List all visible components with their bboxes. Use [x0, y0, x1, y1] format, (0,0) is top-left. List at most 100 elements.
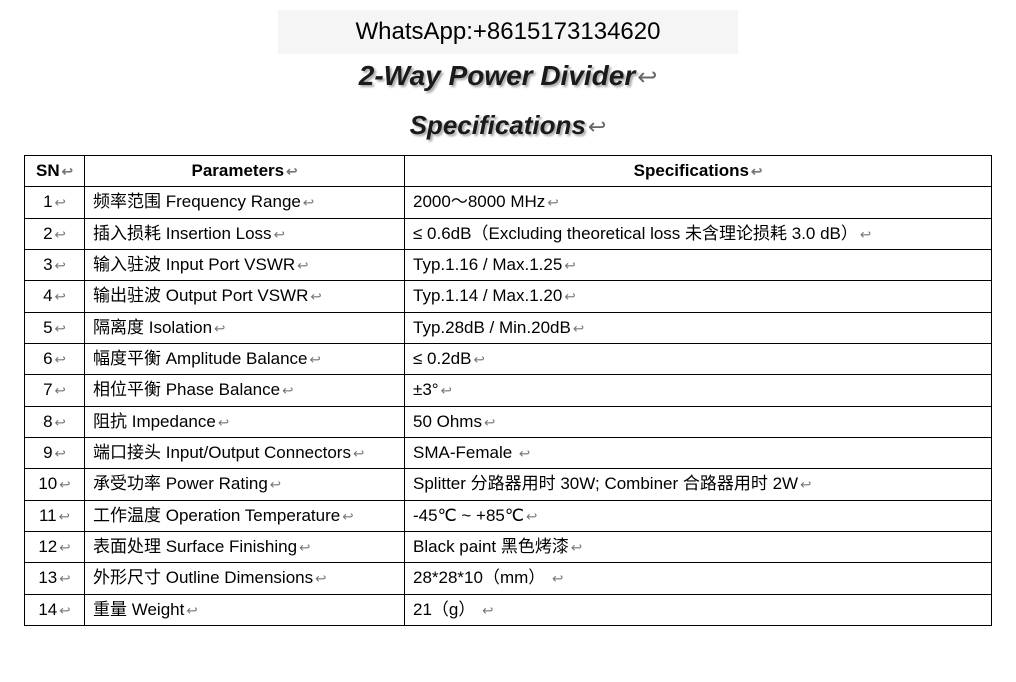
table-row: 9↩端口接头 Input/Output Connectors↩SMA-Femal…: [25, 438, 992, 469]
return-mark-icon: ↩: [303, 195, 314, 210]
cell-specification-text: Typ.1.14 / Max.1.20: [413, 286, 562, 305]
return-mark-icon: ↩: [353, 446, 364, 461]
return-mark-icon: ↩: [564, 258, 575, 273]
return-mark-icon: ↩: [310, 289, 321, 304]
return-mark-icon: ↩: [286, 164, 297, 179]
cell-parameter: 重量 Weight↩: [85, 594, 405, 625]
col-header-sn-text: SN: [36, 161, 60, 180]
return-mark-icon: ↩: [59, 509, 70, 524]
cell-specification: 28*28*10（mm） ↩: [405, 563, 992, 594]
cell-sn-text: 10: [38, 474, 57, 493]
cell-parameter: 输出驻波 Output Port VSWR↩: [85, 281, 405, 312]
return-mark-icon: ↩: [55, 321, 66, 336]
cell-specification-text: Typ.1.16 / Max.1.25: [413, 255, 562, 274]
cell-sn-text: 12: [38, 537, 57, 556]
cell-specification-text: SMA-Female: [413, 443, 517, 462]
cell-sn: 4↩: [25, 281, 85, 312]
cell-specification-text: Splitter 分路器用时 30W; Combiner 合路器用时 2W: [413, 474, 798, 493]
return-mark-icon: ↩: [55, 227, 66, 242]
return-mark-icon: ↩: [55, 415, 66, 430]
return-mark-icon: ↩: [800, 477, 811, 492]
title-main-text: 2-Way Power Divider: [359, 60, 635, 91]
cell-sn: 1↩: [25, 187, 85, 218]
cell-specification: -45℃ ~ +85℃↩: [405, 500, 992, 531]
return-mark-icon: ↩: [55, 258, 66, 273]
cell-parameter: 表面处理 Surface Finishing↩: [85, 532, 405, 563]
cell-parameter-text: 重量 Weight: [93, 600, 184, 619]
return-mark-icon: ↩: [214, 321, 225, 336]
cell-parameter: 插入损耗 Insertion Loss↩: [85, 218, 405, 249]
cell-specification-text: Black paint 黑色烤漆: [413, 537, 569, 556]
cell-sn-text: 5: [43, 318, 52, 337]
return-mark-icon: ↩: [342, 509, 353, 524]
cell-parameter-text: 表面处理 Surface Finishing: [93, 537, 297, 556]
cell-sn: 10↩: [25, 469, 85, 500]
return-mark-icon: ↩: [519, 446, 530, 461]
cell-sn-text: 2: [43, 224, 52, 243]
return-mark-icon: ↩: [55, 195, 66, 210]
table-row: 4↩输出驻波 Output Port VSWR↩Typ.1.14 / Max.1…: [25, 281, 992, 312]
cell-sn-text: 8: [43, 412, 52, 431]
whatsapp-bar: WhatsApp:+8615173134620: [278, 10, 738, 54]
cell-parameter: 幅度平衡 Amplitude Balance↩: [85, 344, 405, 375]
cell-sn-text: 1: [43, 192, 52, 211]
table-row: 8↩阻抗 Impedance↩50 Ohms↩: [25, 406, 992, 437]
cell-parameter: 相位平衡 Phase Balance↩: [85, 375, 405, 406]
title-main: 2-Way Power Divider↩: [24, 60, 992, 92]
cell-specification-text: Typ.28dB / Min.20dB: [413, 318, 571, 337]
cell-sn: 14↩: [25, 594, 85, 625]
table-row: 14↩重量 Weight↩21（g） ↩: [25, 594, 992, 625]
cell-specification: ≤ 0.6dB（Excluding theoretical loss 未含理论损…: [405, 218, 992, 249]
cell-sn-text: 9: [43, 443, 52, 462]
return-mark-icon: ↩: [552, 571, 563, 586]
cell-specification: 2000～8000 MHz↩: [405, 187, 992, 218]
col-header-sn: SN↩: [25, 156, 85, 187]
return-mark-icon: ↩: [751, 164, 762, 179]
page: WhatsApp:+8615173134620 2-Way Power Divi…: [0, 10, 1016, 650]
cell-sn-text: 11: [39, 506, 57, 525]
spec-table: SN↩ Parameters↩ Specifications↩ 1↩频率范围 F…: [24, 155, 992, 626]
cell-sn: 2↩: [25, 218, 85, 249]
cell-sn: 12↩: [25, 532, 85, 563]
cell-specification-text: -45℃ ~ +85℃: [413, 506, 524, 525]
cell-parameter: 频率范围 Frequency Range↩: [85, 187, 405, 218]
table-row: 3↩输入驻波 Input Port VSWR↩Typ.1.16 / Max.1.…: [25, 250, 992, 281]
return-mark-icon: ↩: [473, 352, 484, 367]
table-row: 5↩隔离度 Isolation↩Typ.28dB / Min.20dB↩: [25, 312, 992, 343]
cell-specification: ≤ 0.2dB↩: [405, 344, 992, 375]
cell-specification: SMA-Female ↩: [405, 438, 992, 469]
spec-table-body: 1↩频率范围 Frequency Range↩2000～8000 MHz↩2↩插…: [25, 187, 992, 626]
return-mark-icon: ↩: [59, 603, 70, 618]
cell-specification-text: 21（g）: [413, 600, 480, 619]
cell-sn-text: 4: [43, 286, 52, 305]
table-row: 10↩承受功率 Power Rating↩Splitter 分路器用时 30W;…: [25, 469, 992, 500]
return-mark-icon: ↩: [59, 477, 70, 492]
cell-parameter: 端口接头 Input/Output Connectors↩: [85, 438, 405, 469]
cell-parameter-text: 相位平衡 Phase Balance: [93, 380, 280, 399]
cell-sn-text: 13: [38, 568, 57, 587]
cell-specification-text: 28*28*10（mm）: [413, 568, 550, 587]
return-mark-icon: ↩: [571, 540, 582, 555]
cell-sn-text: 3: [43, 255, 52, 274]
return-mark-icon: ↩: [55, 383, 66, 398]
cell-parameter-text: 阻抗 Impedance: [93, 412, 216, 431]
cell-sn: 7↩: [25, 375, 85, 406]
return-mark-icon: ↩: [860, 227, 871, 242]
cell-sn: 9↩: [25, 438, 85, 469]
return-mark-icon: ↩: [274, 227, 285, 242]
cell-specification: 21（g） ↩: [405, 594, 992, 625]
cell-sn: 13↩: [25, 563, 85, 594]
return-mark-icon: ↩: [441, 383, 452, 398]
cell-specification-text: ≤ 0.2dB: [413, 349, 471, 368]
cell-parameter-text: 频率范围 Frequency Range: [93, 192, 301, 211]
return-mark-icon: ↩: [218, 415, 229, 430]
return-mark-icon: ↩: [59, 571, 70, 586]
return-mark-icon: ↩: [526, 509, 537, 524]
cell-parameter-text: 隔离度 Isolation: [93, 318, 212, 337]
cell-sn: 3↩: [25, 250, 85, 281]
table-row: 2↩插入损耗 Insertion Loss↩≤ 0.6dB（Excluding …: [25, 218, 992, 249]
cell-parameter-text: 输出驻波 Output Port VSWR: [93, 286, 308, 305]
return-mark-icon: ↩: [547, 195, 558, 210]
return-mark-icon: ↩: [564, 289, 575, 304]
cell-sn-text: 7: [43, 380, 52, 399]
